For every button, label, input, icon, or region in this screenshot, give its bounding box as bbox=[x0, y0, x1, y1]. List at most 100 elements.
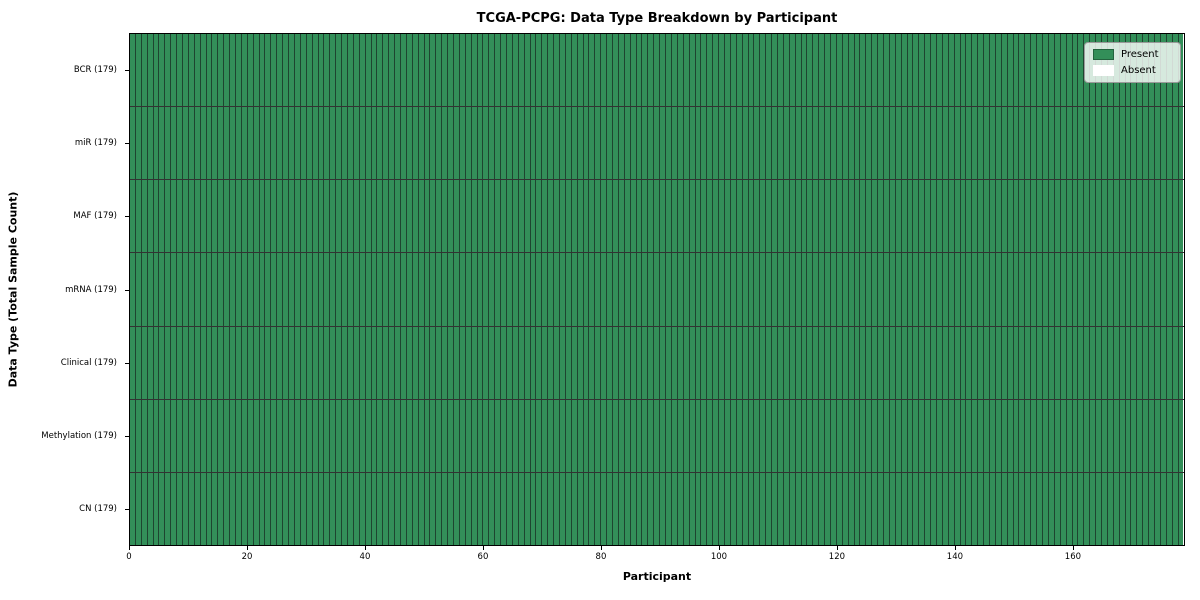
cell bbox=[241, 253, 248, 326]
cell bbox=[159, 180, 166, 253]
cell bbox=[701, 180, 708, 253]
cell bbox=[689, 326, 696, 399]
cell bbox=[730, 253, 737, 326]
cell bbox=[200, 472, 207, 545]
cell bbox=[347, 34, 354, 107]
cell bbox=[1060, 472, 1067, 545]
cell bbox=[601, 253, 608, 326]
cell bbox=[1090, 326, 1097, 399]
cell bbox=[359, 399, 366, 472]
cell bbox=[135, 34, 142, 107]
cell bbox=[265, 253, 272, 326]
cell bbox=[289, 326, 295, 399]
cell bbox=[406, 34, 413, 107]
cell bbox=[1154, 180, 1161, 253]
cell bbox=[406, 180, 413, 253]
cell bbox=[459, 399, 466, 472]
y-tick-mark bbox=[125, 509, 129, 511]
cell bbox=[300, 472, 307, 545]
cell bbox=[660, 107, 667, 180]
cell bbox=[577, 326, 584, 399]
cell bbox=[318, 326, 325, 399]
cell bbox=[530, 107, 537, 180]
cell bbox=[507, 399, 513, 472]
y-tick-label: Methylation (179) bbox=[41, 431, 117, 442]
cell bbox=[165, 399, 172, 472]
cell bbox=[836, 253, 843, 326]
cell bbox=[901, 399, 908, 472]
legend-entry: Present bbox=[1093, 49, 1172, 60]
cell bbox=[241, 180, 248, 253]
cell bbox=[630, 472, 637, 545]
cell bbox=[860, 399, 867, 472]
cell bbox=[259, 180, 266, 253]
chart-title: TCGA-PCPG: Data Type Breakdown by Partic… bbox=[476, 11, 838, 26]
cell bbox=[489, 34, 496, 107]
cell bbox=[671, 107, 678, 180]
cell bbox=[589, 326, 596, 399]
cell bbox=[141, 107, 148, 180]
cell bbox=[1113, 399, 1120, 472]
cell bbox=[819, 326, 826, 399]
cell bbox=[365, 107, 372, 180]
cell bbox=[353, 472, 360, 545]
cell bbox=[1154, 399, 1161, 472]
cell bbox=[730, 34, 737, 107]
cell bbox=[978, 34, 985, 107]
cell bbox=[689, 34, 696, 107]
cell bbox=[724, 472, 731, 545]
cell bbox=[453, 326, 460, 399]
cell bbox=[436, 472, 443, 545]
cell bbox=[630, 253, 637, 326]
cell bbox=[1025, 253, 1032, 326]
cell bbox=[194, 399, 201, 472]
cell bbox=[1043, 399, 1049, 472]
cell bbox=[1090, 253, 1097, 326]
cell bbox=[1001, 180, 1008, 253]
cell bbox=[130, 399, 136, 472]
cell bbox=[542, 472, 549, 545]
cell bbox=[671, 399, 678, 472]
cell bbox=[224, 326, 231, 399]
cell bbox=[1107, 180, 1114, 253]
cell bbox=[483, 472, 490, 545]
cell bbox=[889, 34, 896, 107]
cell bbox=[577, 253, 584, 326]
cell bbox=[801, 107, 808, 180]
cell bbox=[990, 34, 996, 107]
cell bbox=[630, 399, 637, 472]
cell bbox=[224, 107, 231, 180]
cell bbox=[1072, 253, 1079, 326]
cell bbox=[383, 326, 390, 399]
cell bbox=[524, 399, 531, 472]
cell bbox=[613, 107, 619, 180]
cell bbox=[907, 34, 914, 107]
cell bbox=[253, 253, 260, 326]
cell bbox=[954, 180, 961, 253]
cell bbox=[318, 472, 325, 545]
cell bbox=[465, 107, 472, 180]
cell bbox=[607, 472, 614, 545]
cell bbox=[247, 107, 254, 180]
cell bbox=[618, 326, 625, 399]
cell bbox=[565, 180, 572, 253]
legend-label: Absent bbox=[1121, 65, 1156, 76]
cell bbox=[819, 472, 826, 545]
x-tick-label: 60 bbox=[477, 552, 489, 562]
cell bbox=[848, 399, 855, 472]
cell bbox=[618, 253, 625, 326]
cell bbox=[383, 107, 390, 180]
cell bbox=[507, 34, 513, 107]
cell bbox=[701, 107, 708, 180]
cell bbox=[901, 472, 908, 545]
cell bbox=[995, 399, 1002, 472]
cell bbox=[701, 472, 708, 545]
cell bbox=[636, 107, 643, 180]
cell bbox=[212, 180, 219, 253]
cell bbox=[241, 399, 248, 472]
cell bbox=[507, 180, 513, 253]
cell bbox=[383, 180, 390, 253]
cell bbox=[1048, 472, 1055, 545]
cell bbox=[695, 253, 702, 326]
cell bbox=[677, 34, 684, 107]
